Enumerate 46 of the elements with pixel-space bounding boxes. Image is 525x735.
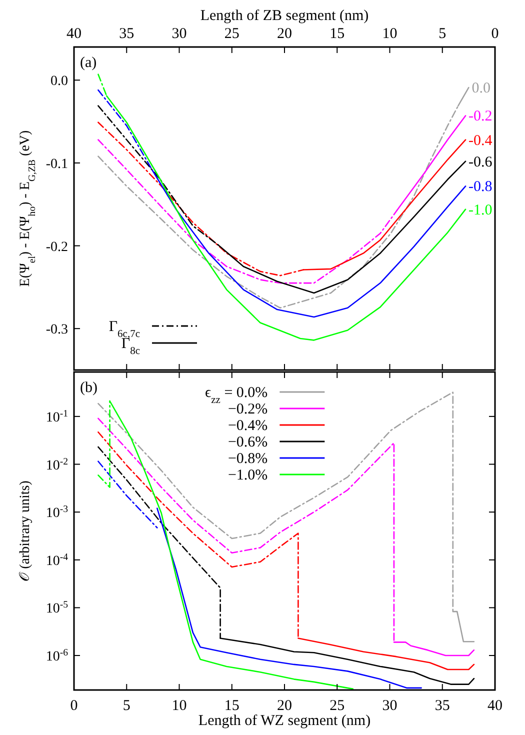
- line-series: [156, 508, 422, 689]
- y-tick-label: -0.2: [46, 240, 68, 255]
- y-axis-title: 𝒪 (arbitrary units): [18, 480, 33, 582]
- y-tick-label: 10$^{-1}$: [46, 408, 68, 426]
- y-tick-label: 0.0: [50, 74, 68, 90]
- series-label: -0.4: [468, 132, 493, 149]
- legend-label: −0.8%: [228, 451, 268, 467]
- annotation: (b): [80, 380, 98, 396]
- x2-tick-label: 30: [172, 26, 187, 42]
- x2-tick-label: 25: [224, 26, 240, 42]
- y-tick-label: 10$^{-4}$: [46, 551, 68, 569]
- x-tick-label: 20: [277, 698, 292, 714]
- y-tick-label: 10$^{-5}$: [46, 599, 68, 617]
- x-tick-label: 25: [330, 698, 345, 714]
- x-axis-title: Length of WZ segment (nm): [198, 713, 371, 729]
- y-tick-label: 10$^{-3}$: [46, 504, 68, 522]
- series-label: -0.6: [468, 154, 493, 170]
- legend-label: Γ$_{6c,7c}$: [108, 319, 140, 340]
- x2-tick-label: 15: [330, 26, 345, 42]
- x2-tick-label: 20: [277, 26, 292, 42]
- x-tick-label: 35: [434, 698, 450, 714]
- y-tick-label: 10$^{-2}$: [46, 456, 68, 474]
- y-tick-label: 10$^{-6}$: [46, 647, 68, 665]
- legend-label: −0.6%: [228, 434, 268, 450]
- series-label: -0.8: [468, 179, 492, 196]
- y-tick-label: -0.3: [46, 322, 68, 338]
- x-tick-label: 5: [122, 698, 130, 714]
- legend-label: −1.0%: [228, 468, 268, 484]
- series-label: 0.0: [472, 80, 490, 97]
- series-label: -0.2: [468, 108, 492, 125]
- x-tick-label: 30: [382, 698, 398, 714]
- legend-label: −0.4%: [228, 418, 268, 434]
- x-tick-label: 40: [488, 698, 502, 714]
- annotation: (a): [80, 55, 97, 71]
- x2-tick-label: 0: [491, 26, 499, 42]
- x-tick-label: 15: [224, 698, 240, 714]
- x2-tick-label: 10: [382, 26, 398, 42]
- legend-label: −0.2%: [228, 402, 268, 418]
- x2-tick-label: 35: [119, 26, 134, 42]
- x-tick-label: 10: [172, 698, 187, 714]
- series-label: -1.0: [468, 202, 492, 218]
- x-tick-label: 0: [70, 698, 78, 714]
- x2-tick-label: 5: [438, 26, 446, 42]
- x2-tick-label: 40: [66, 26, 82, 42]
- x2-axis-title: Length of ZB segment (nm): [200, 8, 369, 24]
- y-tick-label: -0.1: [46, 156, 68, 172]
